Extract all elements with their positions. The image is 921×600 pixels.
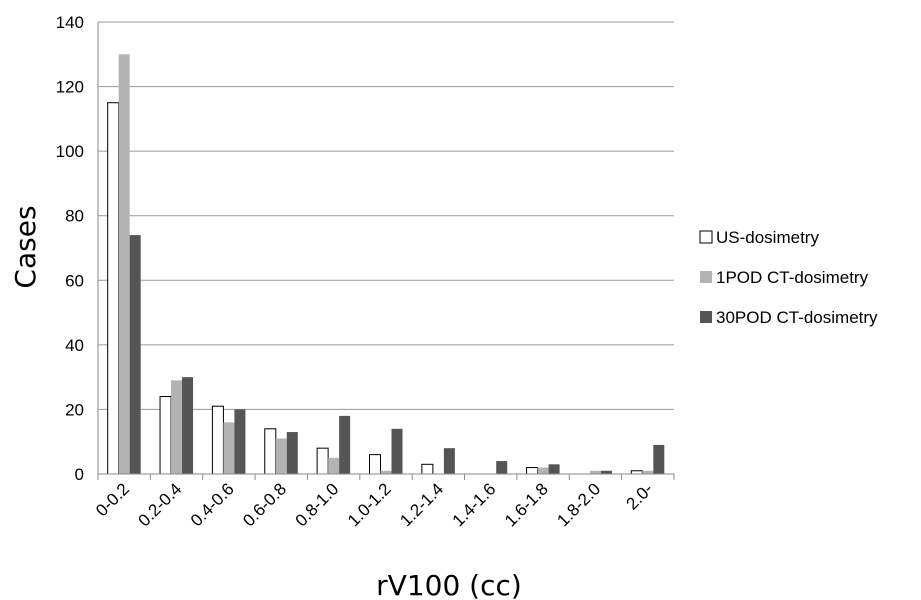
x-tick-label: 1.2-1.4	[396, 479, 447, 530]
x-tick-label: 2.0-	[622, 479, 656, 513]
y-tick-label: 80	[65, 207, 84, 226]
bar-us-dosimetry	[264, 428, 277, 475]
y-tick-label: 140	[56, 13, 84, 32]
bar-30pod-ct-dosimetry	[443, 448, 455, 474]
x-tick-label: 1.0-1.2	[344, 479, 395, 530]
bar-1pod-ct-dosimetry	[380, 470, 392, 474]
bar-1pod-ct-dosimetry	[328, 457, 340, 474]
bar-us-dosimetry	[107, 102, 120, 475]
gridlines	[98, 21, 674, 410]
bar-1pod-ct-dosimetry	[275, 438, 287, 474]
bar-30pod-ct-dosimetry	[653, 444, 665, 474]
bar-30pod-ct-dosimetry	[391, 428, 403, 474]
x-tick-label: 1.8-2.0	[553, 479, 604, 530]
x-tick-label: 0.8-1.0	[292, 479, 343, 530]
legend: US-dosimetry 1POD CT-dosimetry 30POD CT-do…	[699, 228, 878, 327]
bar-30pod-ct-dosimetry	[548, 464, 560, 474]
legend-label: US-dosimetry	[716, 228, 819, 247]
bar-30pod-ct-dosimetry	[129, 235, 141, 474]
y-tick-label: 20	[65, 400, 84, 419]
bar-us-dosimetry	[421, 463, 434, 475]
x-tick-label: 0-0.2	[92, 479, 133, 520]
y-axis-title: Cases	[9, 205, 42, 288]
bars	[107, 54, 665, 475]
y-tick-label: 0	[75, 465, 84, 484]
bar-30pod-ct-dosimetry	[182, 377, 194, 474]
y-tick-labels: 0 20 40 60 80 100 120 140	[56, 13, 84, 484]
x-tick-label: 1.4-1.6	[449, 479, 500, 530]
x-tick-label: 0.2-0.4	[135, 479, 186, 530]
y-tick-label: 100	[56, 142, 84, 161]
bar-30pod-ct-dosimetry	[600, 470, 612, 474]
y-tick-label: 40	[65, 336, 84, 355]
bar-1pod-ct-dosimetry	[118, 54, 130, 475]
legend-label: 1POD CT-dosimetry	[716, 268, 869, 287]
bar-1pod-ct-dosimetry	[642, 470, 654, 474]
bar-1pod-ct-dosimetry	[537, 467, 549, 474]
bar-us-dosimetry	[316, 447, 329, 475]
bar-1pod-ct-dosimetry	[171, 380, 183, 474]
legend-swatch	[699, 230, 713, 244]
bar-1pod-ct-dosimetry	[223, 422, 235, 474]
bar-us-dosimetry	[526, 467, 539, 475]
y-tick-label: 120	[56, 78, 84, 97]
bar-30pod-ct-dosimetry	[496, 461, 508, 474]
legend-label: 30POD CT-dosimetry	[716, 308, 878, 327]
legend-swatch	[700, 311, 712, 323]
bar-30pod-ct-dosimetry	[339, 415, 351, 474]
bar-us-dosimetry	[369, 454, 381, 475]
bar-30pod-ct-dosimetry	[234, 409, 246, 474]
y-tick-label: 60	[65, 271, 84, 290]
x-tick-label: 0.4-0.6	[187, 479, 238, 530]
bar-us-dosimetry	[211, 405, 224, 475]
bar-us-dosimetry	[159, 396, 172, 475]
x-tick-label: 0.6-0.8	[239, 479, 290, 530]
bar-30pod-ct-dosimetry	[286, 432, 298, 474]
bar-1pod-ct-dosimetry	[589, 470, 601, 474]
x-tick-labels: 0-0.2 0.2-0.4 0.4-0.6 0.6-0.8 0.8-1.0 1.0-1.2…	[92, 479, 656, 530]
legend-swatch	[700, 271, 712, 283]
x-axis-title: rV100 (cc)	[376, 569, 522, 600]
axes	[97, 22, 675, 480]
x-tick-label: 1.6-1.8	[501, 479, 552, 530]
